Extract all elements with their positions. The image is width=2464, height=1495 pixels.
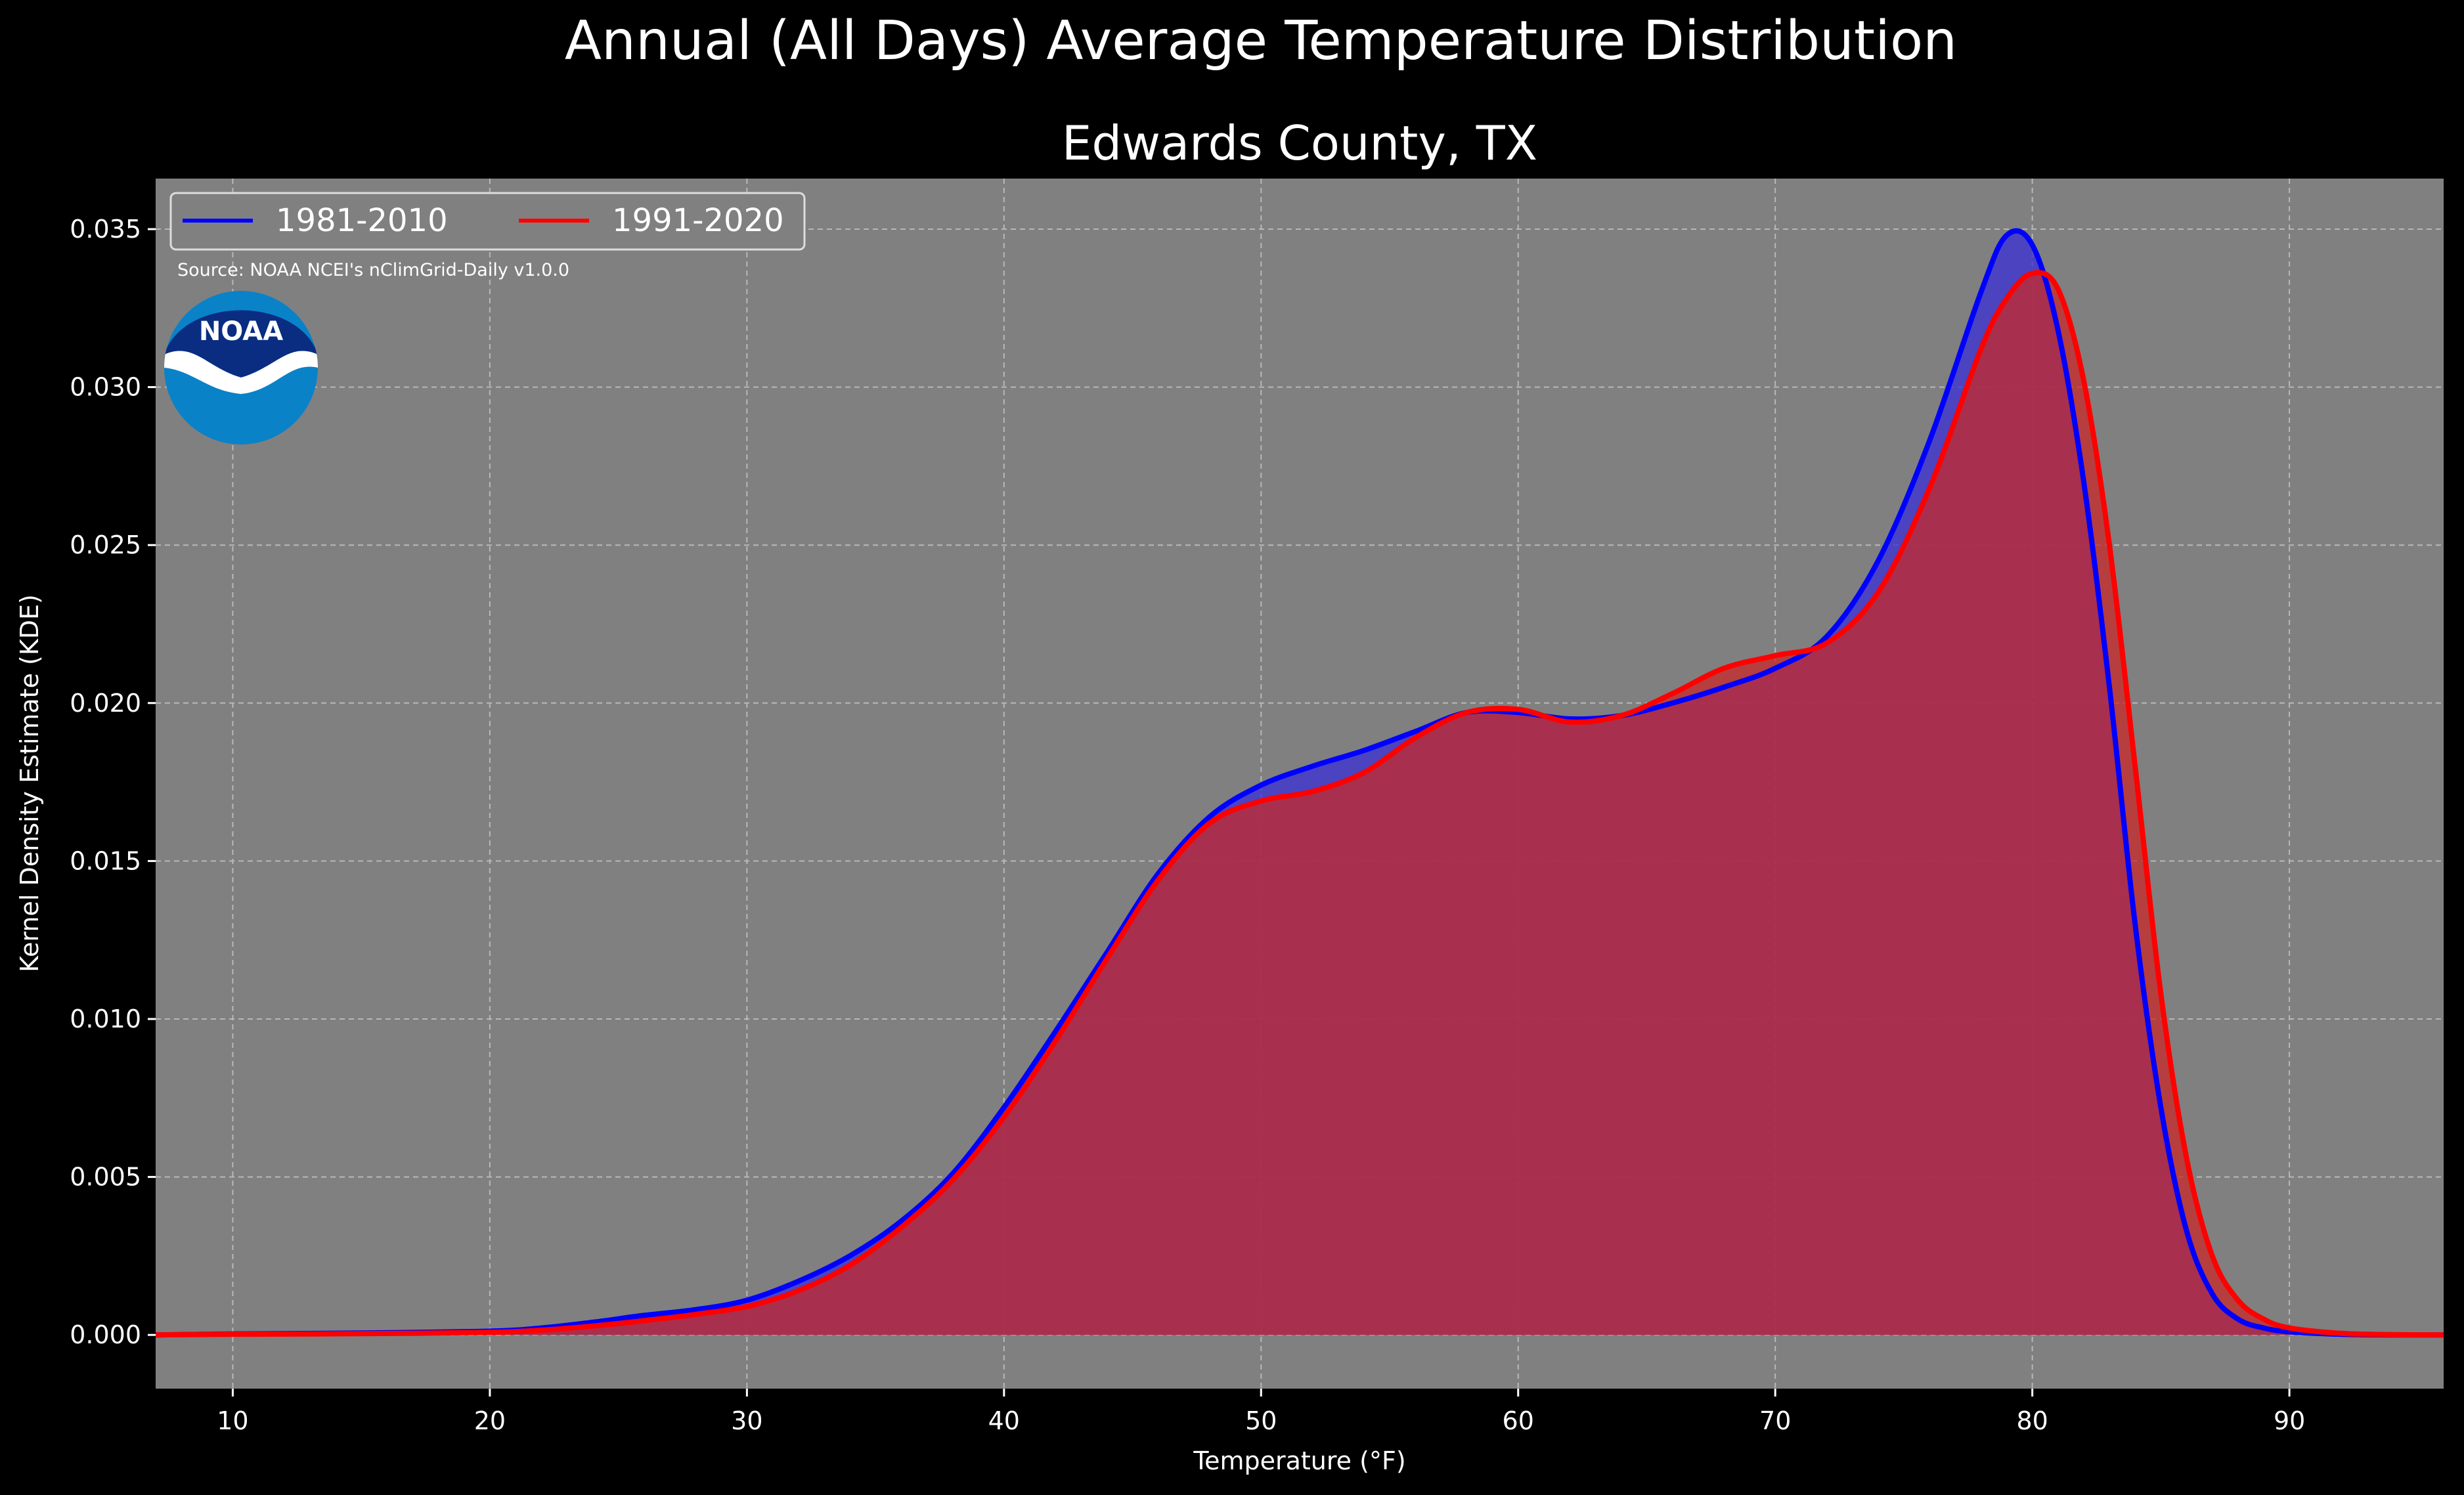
area-1991-2020	[156, 272, 2444, 1335]
x-tick-label-70: 70	[1759, 1406, 1791, 1435]
source-note: Source: NOAA NCEI's nClimGrid-Daily v1.0…	[177, 260, 569, 280]
x-tick-label-20: 20	[474, 1406, 506, 1435]
x-tick-label-90: 90	[2274, 1406, 2305, 1435]
x-axis-label: Temperature (°F)	[1193, 1446, 1405, 1475]
x-tick-label-80: 80	[2016, 1406, 2048, 1435]
noaa-logo: NOAA	[164, 291, 318, 444]
x-tick-label-40: 40	[988, 1406, 1020, 1435]
series-lines	[155, 228, 2444, 1338]
y-tick-label-0.025: 0.025	[70, 531, 141, 559]
y-tick-label-0.020: 0.020	[70, 689, 141, 718]
y-tick-label-0.005: 0.005	[70, 1163, 141, 1192]
y-tick-label-0.035: 0.035	[70, 215, 141, 244]
x-tick-label-50: 50	[1245, 1406, 1277, 1435]
x-tick-label-10: 10	[217, 1406, 248, 1435]
chart-title: Edwards County, TX	[1062, 116, 1537, 171]
series-fills	[156, 230, 2444, 1335]
y-tick-label-0.015: 0.015	[70, 846, 141, 875]
legend-frame	[169, 192, 806, 251]
legend-label-1981-2010: 1981-2010	[276, 202, 448, 239]
y-tick-label-0.000: 0.000	[70, 1320, 141, 1349]
noaa-logo-text: NOAA	[199, 316, 283, 347]
line-1991-2020	[155, 270, 2444, 1338]
y-axis-label: Kernel Density Estimate (KDE)	[15, 594, 44, 972]
legend-label-1991-2020: 1991-2020	[612, 202, 784, 239]
legend: 1981-2010 1991-2020	[169, 192, 806, 251]
y-tick-label-0.030: 0.030	[70, 373, 141, 402]
y-axis: 0.000 0.005 0.010 0.015 0.020 0.025 0.030 0.035	[70, 215, 156, 1349]
y-tick-label-0.010: 0.010	[70, 1005, 141, 1033]
x-axis: 10 20 30 40 50 60 70 80 90	[217, 1389, 2305, 1435]
x-tick-label-30: 30	[731, 1406, 762, 1435]
x-tick-label-60: 60	[1503, 1406, 1534, 1435]
figure-suptitle: Annual (All Days) Average Temperature Di…	[565, 10, 1957, 72]
